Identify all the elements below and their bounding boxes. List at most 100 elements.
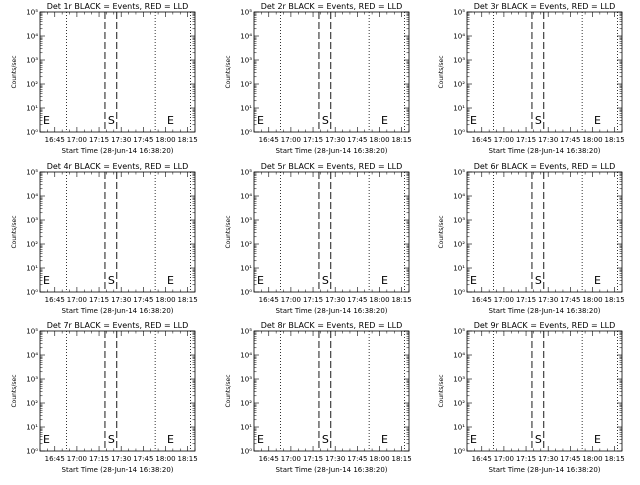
chart-title: Det 6r BLACK = Events, RED = LLD	[474, 162, 616, 171]
x-tick-label: 18:15	[178, 136, 198, 144]
x-tick-label: 17:45	[133, 296, 153, 304]
x-tick-label: 18:15	[605, 296, 625, 304]
marker-e: E	[167, 274, 174, 287]
plot-frame	[253, 171, 410, 293]
y-tick-label: 10⁰	[453, 448, 465, 456]
x-tick-label: 17:45	[560, 455, 580, 463]
y-tick-label: 10⁰	[26, 129, 38, 137]
x-tick-label: 16:45	[259, 136, 279, 144]
x-tick-label: 18:15	[178, 455, 198, 463]
x-tick-label: 18:15	[605, 455, 625, 463]
y-tick-label: 10¹	[453, 424, 465, 432]
y-tick-label: 10⁰	[26, 448, 38, 456]
x-tick-label: 18:15	[605, 136, 625, 144]
marker-e: E	[43, 274, 50, 287]
marker-e: E	[43, 114, 50, 127]
chart-panel-4: Det 4r BLACK = Events, RED = LLD Counts/s…	[11, 162, 198, 315]
x-tick-label: 17:30	[111, 136, 131, 144]
marker-e: E	[167, 114, 174, 127]
y-tick-label: 10¹	[453, 265, 465, 273]
y-tick-label: 10⁵	[240, 9, 252, 17]
y-tick-label: 10²	[240, 241, 252, 249]
chart-title: Det 7r BLACK = Events, RED = LLD	[47, 321, 189, 330]
y-tick-label: 10²	[240, 81, 252, 89]
chart-panel-1: Det 1r BLACK = Events, RED = LLD Counts/s…	[11, 2, 198, 155]
y-tick-label: 10⁴	[240, 193, 252, 201]
x-tick-label: 16:45	[259, 455, 279, 463]
x-axis-label: Start Time (28-Jun-14 16:38:20)	[276, 466, 388, 474]
y-tick-label: 10⁴	[240, 352, 252, 360]
x-tick-label: 17:15	[89, 296, 109, 304]
x-tick-label: 16:45	[259, 296, 279, 304]
x-tick-label: 17:15	[516, 136, 536, 144]
x-tick-label: 17:30	[111, 296, 131, 304]
marker-s: S	[322, 274, 329, 287]
marker-e: E	[594, 433, 601, 446]
y-tick-label: 10¹	[240, 265, 252, 273]
chart-panel-2: Det 2r BLACK = Events, RED = LLD Counts/s…	[225, 2, 412, 155]
marker-s: S	[322, 433, 329, 446]
x-tick-label: 17:15	[89, 136, 109, 144]
chart-title: Det 3r BLACK = Events, RED = LLD	[474, 2, 616, 11]
y-axis-label: Counts/sec	[225, 55, 232, 88]
x-tick-label: 17:15	[516, 455, 536, 463]
y-tick-label: 10²	[453, 81, 465, 89]
x-tick-label: 17:00	[281, 455, 301, 463]
chart-panel-5: Det 5r BLACK = Events, RED = LLD Counts/s…	[225, 162, 412, 315]
x-tick-label: 17:00	[494, 455, 514, 463]
x-tick-label: 16:45	[472, 296, 492, 304]
marker-e: E	[470, 274, 477, 287]
x-tick-label: 17:00	[281, 296, 301, 304]
y-tick-label: 10³	[240, 217, 252, 225]
y-tick-label: 10³	[26, 376, 38, 384]
y-axis-label: Counts/sec	[438, 215, 445, 248]
marker-e: E	[257, 433, 264, 446]
chart-title: Det 8r BLACK = Events, RED = LLD	[261, 321, 403, 330]
y-tick-label: 10⁰	[240, 448, 252, 456]
marker-s: S	[535, 274, 542, 287]
y-tick-label: 10²	[240, 400, 252, 408]
y-tick-label: 10⁵	[240, 169, 252, 177]
y-axis-label: Counts/sec	[438, 55, 445, 88]
y-tick-label: 10⁵	[26, 328, 38, 336]
y-tick-label: 10¹	[26, 265, 38, 273]
y-tick-label: 10⁰	[26, 289, 38, 297]
y-tick-label: 10⁴	[453, 193, 465, 201]
x-tick-label: 17:15	[516, 296, 536, 304]
chart-panel-8: Det 8r BLACK = Events, RED = LLD Counts/s…	[225, 321, 412, 474]
y-tick-label: 10⁰	[453, 129, 465, 137]
x-tick-label: 17:00	[67, 296, 87, 304]
x-tick-label: 17:45	[560, 136, 580, 144]
x-tick-label: 17:30	[325, 455, 345, 463]
x-tick-label: 17:00	[67, 136, 87, 144]
y-tick-label: 10²	[26, 241, 38, 249]
marker-e: E	[43, 433, 50, 446]
marker-e: E	[594, 274, 601, 287]
y-tick-label: 10³	[453, 376, 465, 384]
x-tick-label: 18:15	[392, 455, 412, 463]
y-axis-label: Counts/sec	[225, 374, 232, 407]
x-tick-label: 17:15	[303, 136, 323, 144]
y-axis-label: Counts/sec	[11, 215, 18, 248]
x-tick-label: 18:00	[369, 136, 389, 144]
x-tick-label: 18:00	[369, 455, 389, 463]
chart-panel-9: Det 9r BLACK = Events, RED = LLD Counts/s…	[438, 321, 625, 474]
x-axis-label: Start Time (28-Jun-14 16:38:20)	[276, 147, 388, 155]
marker-e: E	[470, 114, 477, 127]
x-tick-label: 18:00	[155, 296, 175, 304]
x-axis-label: Start Time (28-Jun-14 16:38:20)	[62, 307, 174, 315]
x-tick-label: 17:15	[303, 296, 323, 304]
y-tick-label: 10⁵	[453, 328, 465, 336]
marker-e: E	[381, 433, 388, 446]
y-tick-label: 10¹	[26, 105, 38, 113]
marker-e: E	[470, 433, 477, 446]
plot-frame	[39, 11, 196, 133]
y-tick-label: 10⁴	[240, 33, 252, 41]
y-tick-label: 10¹	[453, 105, 465, 113]
marker-e: E	[381, 114, 388, 127]
y-tick-label: 10³	[26, 57, 38, 65]
marker-e: E	[594, 114, 601, 127]
x-tick-label: 17:30	[538, 136, 558, 144]
